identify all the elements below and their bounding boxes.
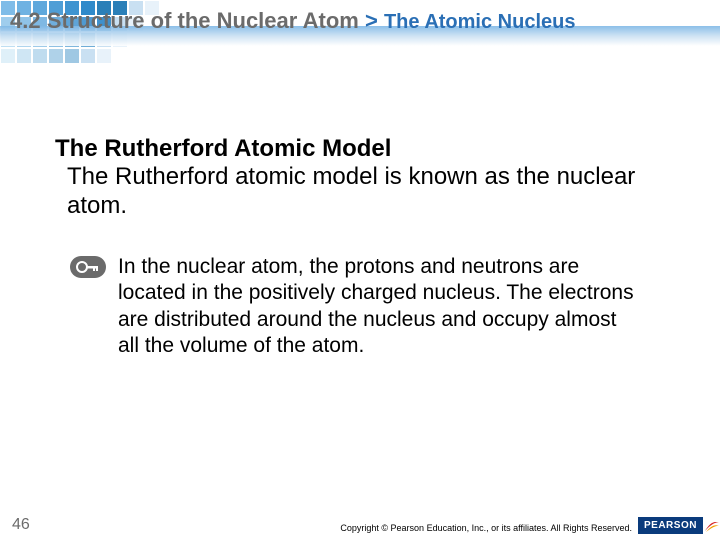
grid-cell	[48, 48, 64, 64]
copyright-text: Copyright © Pearson Education, Inc., or …	[340, 523, 632, 533]
section-number: 4.2	[10, 8, 41, 33]
content-block: The Rutherford Atomic Model The Rutherfo…	[55, 135, 665, 221]
page-number: 46	[12, 516, 30, 534]
key-point-text: In the nuclear atom, the protons and neu…	[118, 254, 638, 359]
pearson-logo-text: PEARSON	[638, 517, 703, 534]
heading-secondary: The Rutherford atomic model is known as …	[67, 163, 665, 221]
pearson-logo: PEARSON	[638, 514, 714, 536]
section-subtitle: The Atomic Nucleus	[384, 11, 576, 33]
grid-cell	[32, 48, 48, 64]
grid-cell	[0, 48, 16, 64]
grid-cell	[80, 48, 96, 64]
grid-cell	[96, 48, 112, 64]
grid-cell	[128, 48, 144, 64]
grid-cell	[16, 48, 32, 64]
grid-cell	[64, 48, 80, 64]
grid-cell	[144, 48, 160, 64]
pearson-swoosh-icon	[704, 517, 720, 533]
header-text: 4.2 Structure of the Nuclear Atom > The …	[10, 8, 710, 34]
section-title: Structure of the Nuclear Atom	[47, 8, 359, 33]
grid-cell	[112, 48, 128, 64]
key-point-block: In the nuclear atom, the protons and neu…	[70, 254, 670, 359]
slide: 4.2 Structure of the Nuclear Atom > The …	[0, 0, 720, 540]
heading-primary: The Rutherford Atomic Model	[55, 135, 665, 163]
chevron-icon: >	[365, 8, 378, 33]
key-icon	[70, 256, 106, 278]
